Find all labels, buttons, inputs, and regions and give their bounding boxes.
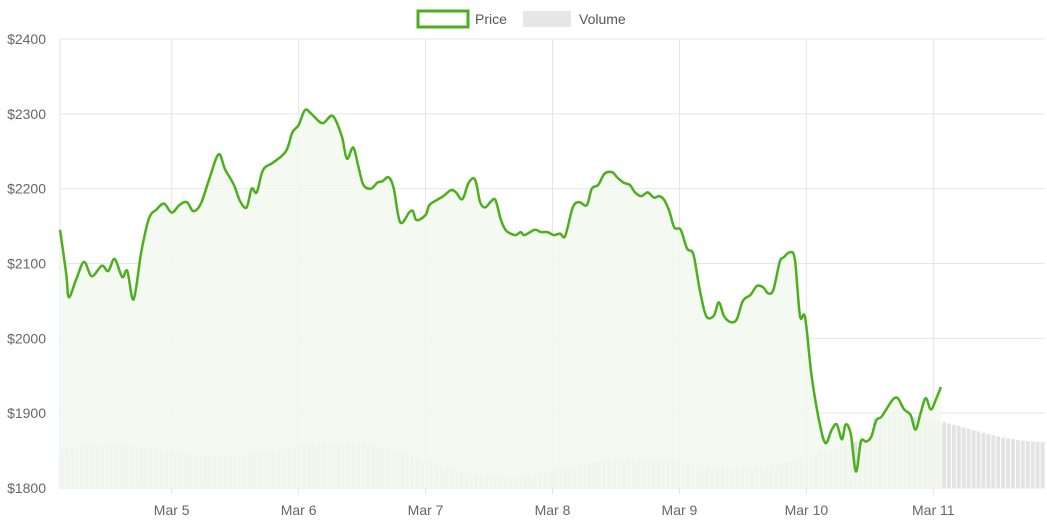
y-tick-label: $2200	[7, 181, 46, 197]
legend: Price Volume	[416, 9, 626, 29]
x-axis-labels: Mar 5 Mar 6 Mar 7 Mar 8 Mar 9 Mar 10 Mar 11	[154, 502, 955, 518]
y-tick-label: $1900	[7, 405, 46, 421]
x-tick-label: Mar 9	[662, 502, 698, 518]
x-tick-label: Mar 5	[154, 502, 190, 518]
price-area-fill	[60, 109, 941, 488]
legend-volume-label: Volume	[579, 11, 626, 27]
volume-bar	[1030, 441, 1035, 488]
price-series-line	[58, 108, 943, 473]
volume-bar	[1011, 439, 1015, 488]
volume-bar	[961, 427, 966, 488]
price-line	[58, 108, 943, 473]
x-tick-label: Mar 10	[785, 502, 829, 518]
volume-bar	[951, 424, 956, 488]
y-tick-label: $2400	[7, 31, 46, 47]
volume-bar	[1015, 440, 1020, 488]
legend-volume-swatch[interactable]	[523, 11, 571, 27]
volume-bar	[976, 431, 981, 488]
volume-bar	[1025, 441, 1030, 488]
volume-bar	[981, 432, 986, 488]
x-tick-label: Mar 11	[912, 502, 955, 518]
volume-bar	[1001, 437, 1006, 488]
y-tick-label: $2100	[7, 256, 46, 272]
volume-bar	[1035, 441, 1040, 488]
y-axis-labels: $2400 $2300 $2200 $2100 $2000 $1900 $1800	[7, 31, 46, 496]
volume-bar	[1040, 442, 1045, 488]
y-tick-label: $1800	[7, 480, 46, 496]
legend-price-label: Price	[475, 11, 507, 27]
volume-bar	[1020, 440, 1025, 488]
volume-bar	[996, 436, 1001, 488]
y-tick-label: $2000	[7, 330, 46, 346]
price-area	[60, 109, 941, 488]
volume-bar	[1006, 438, 1011, 488]
x-tick-label: Mar 8	[535, 502, 571, 518]
volume-bar	[956, 426, 961, 488]
volume-bar	[947, 423, 951, 488]
volume-bar	[971, 430, 976, 488]
legend-price-swatch[interactable]	[416, 9, 470, 29]
x-tick-label: Mar 7	[408, 502, 444, 518]
volume-bar	[991, 435, 996, 488]
volume-bar	[966, 428, 971, 488]
volume-bar	[986, 434, 991, 488]
x-tick-label: Mar 6	[281, 502, 317, 518]
y-tick-label: $2300	[7, 106, 46, 122]
volume-bar	[942, 422, 946, 488]
